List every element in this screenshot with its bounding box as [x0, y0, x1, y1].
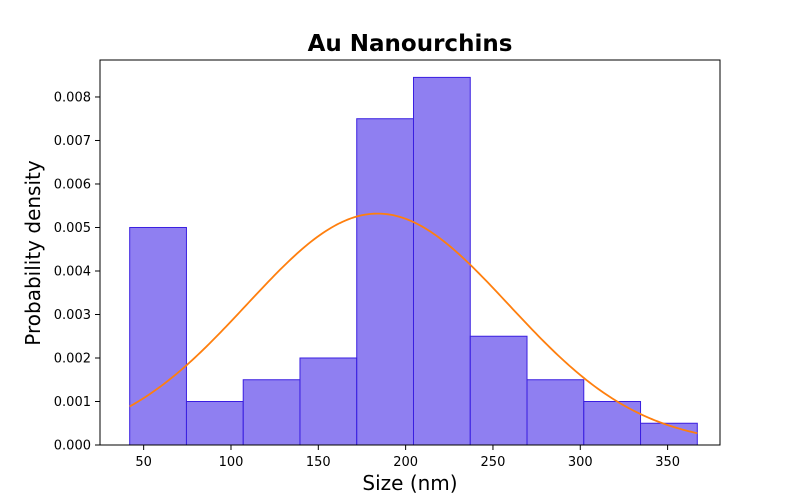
x-tick-label: 150 [306, 455, 331, 470]
histogram-bar [412, 76, 471, 446]
x-axis-ticks: 50 100 150 200 250 300 350 [135, 445, 680, 470]
y-tick-label: 0.006 [54, 177, 91, 192]
histogram-bars [129, 76, 698, 446]
histogram-bar [356, 118, 414, 446]
chart-title: Au Nanourchins [308, 31, 513, 57]
y-tick-label: 0.002 [54, 351, 91, 366]
y-tick-label: 0.008 [54, 90, 91, 105]
histogram-bar [640, 422, 698, 446]
x-tick-label: 100 [219, 455, 244, 470]
x-tick-label: 50 [135, 455, 152, 470]
histogram-bar [242, 379, 301, 446]
y-tick-label: 0.005 [54, 221, 91, 236]
histogram-bar [469, 335, 528, 446]
histogram-bar [299, 357, 358, 446]
y-tick-label: 0.000 [54, 439, 91, 454]
y-tick-label: 0.003 [54, 308, 91, 323]
x-tick-label: 200 [393, 455, 418, 470]
histogram-bar [526, 379, 585, 446]
histogram-bar [583, 400, 642, 446]
x-tick-label: 300 [568, 455, 593, 470]
y-axis-label: Probability density [21, 160, 45, 346]
x-axis-label: Size (nm) [362, 471, 457, 495]
y-axis-ticks: 0.000 0.001 0.002 0.003 0.004 0.005 0.006 0.007… [54, 90, 100, 454]
y-tick-label: 0.001 [54, 395, 91, 410]
fit-curve-group [129, 212, 698, 435]
x-tick-label: 350 [655, 455, 680, 470]
histogram-bar [185, 400, 244, 446]
plot-frame [99, 59, 721, 446]
histogram-bar [129, 226, 187, 446]
y-tick-label: 0.007 [54, 134, 91, 149]
x-tick-label: 250 [481, 455, 506, 470]
y-tick-label: 0.004 [54, 264, 91, 279]
normal-fit-curve [129, 212, 698, 435]
